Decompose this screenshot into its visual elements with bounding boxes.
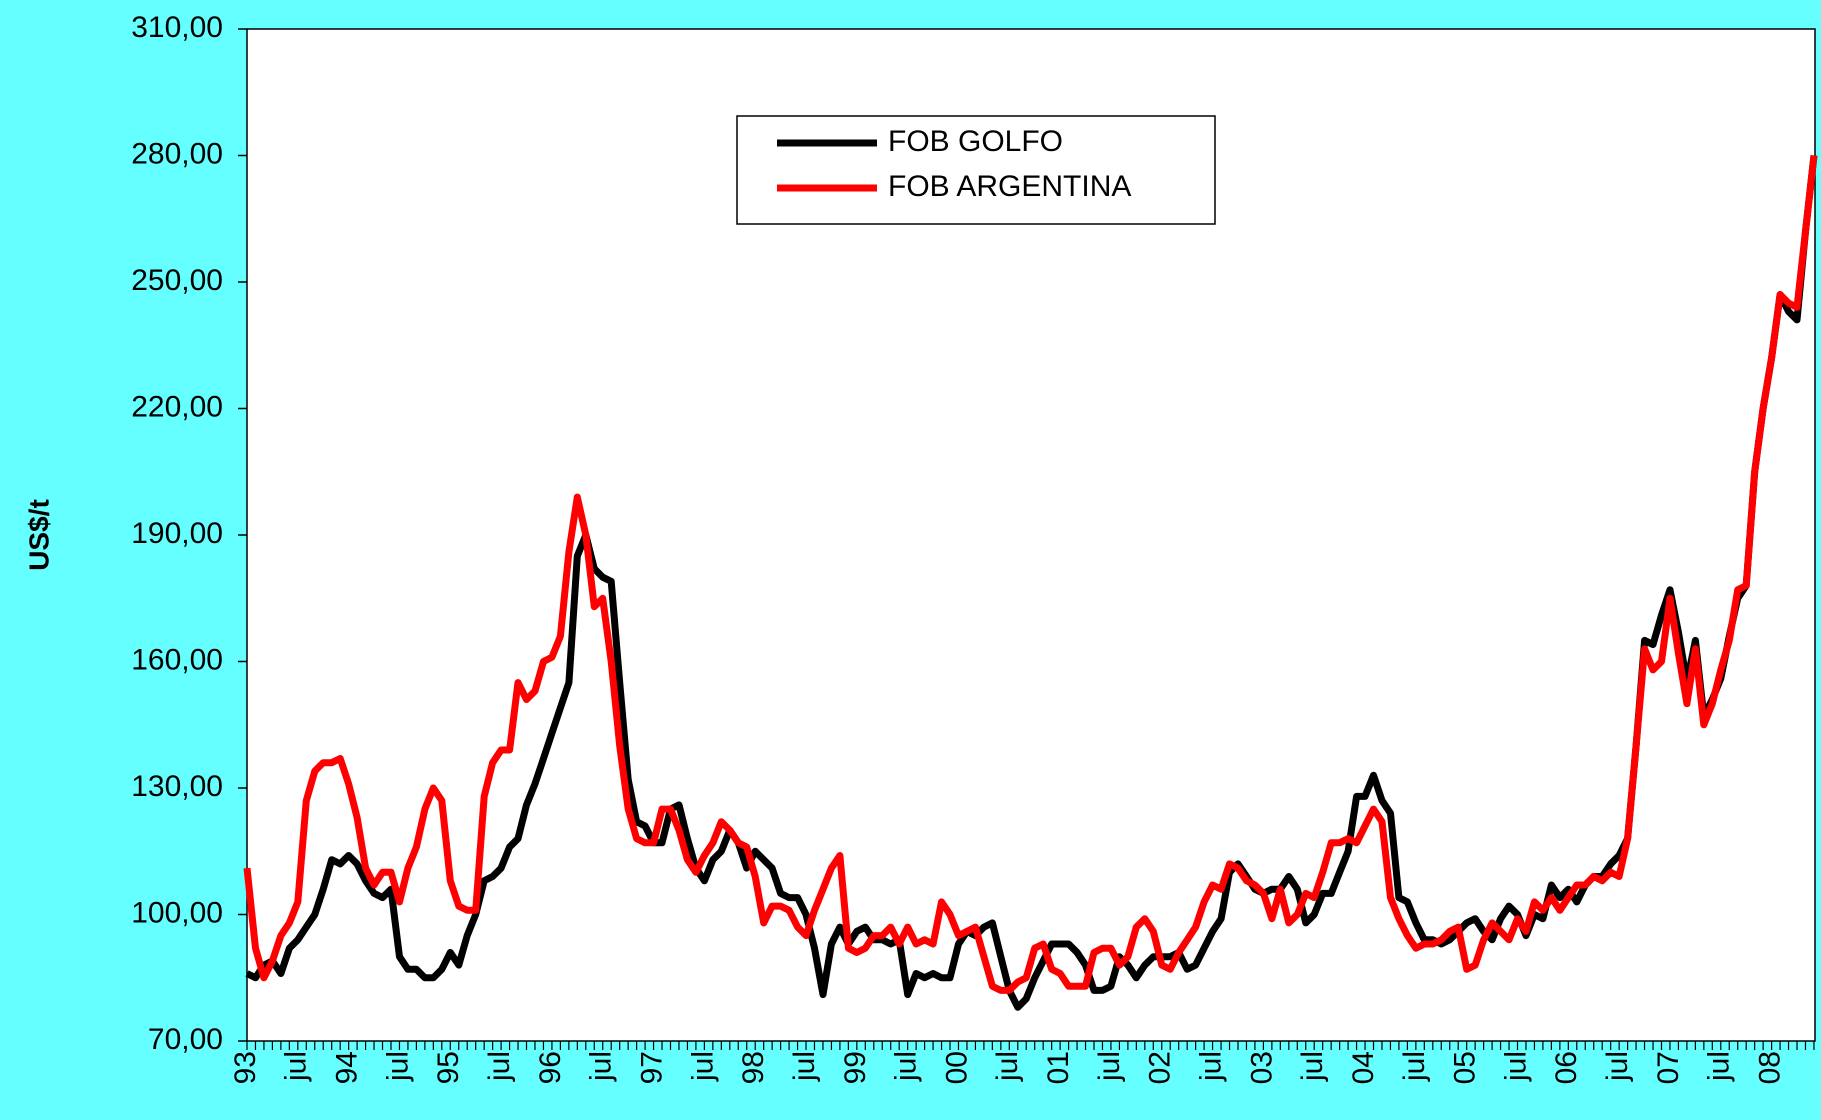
x-tick-label: 02	[1144, 1051, 1177, 1084]
x-tick-label: jul	[1398, 1051, 1431, 1082]
series-line	[245, 155, 1818, 1011]
x-tick-label: jul	[1093, 1051, 1126, 1082]
x-tick-label: 97	[635, 1051, 668, 1084]
legend-box	[736, 115, 1216, 225]
x-tick-label: jul	[991, 1051, 1024, 1082]
y-tick-label: 100,00	[131, 896, 223, 929]
x-tick-label: jul	[890, 1051, 923, 1082]
x-tick-label: jul	[1195, 1051, 1228, 1082]
x-tick-label: 07	[1652, 1051, 1685, 1084]
x-tick-label: jul	[381, 1051, 414, 1082]
y-tick-label: 220,00	[131, 390, 223, 423]
x-tick-label: 96	[534, 1051, 567, 1084]
x-tick-label: jul	[585, 1051, 618, 1082]
x-tick-label: jul	[788, 1051, 821, 1082]
x-tick-label: 04	[1347, 1051, 1380, 1084]
series-line	[243, 155, 1818, 994]
y-tick-label: 250,00	[131, 264, 223, 297]
x-tick-label: jul	[1499, 1051, 1532, 1082]
x-tick-label: jul	[1296, 1051, 1329, 1082]
y-tick-label: 280,00	[131, 137, 223, 170]
x-tick-label: jul	[483, 1051, 516, 1082]
x-tick-label: 03	[1245, 1051, 1278, 1084]
x-tick-label: jul	[280, 1051, 313, 1082]
y-axis-label: US$/t	[23, 499, 54, 571]
x-tick-label: jul	[686, 1051, 719, 1082]
y-tick-label: 130,00	[131, 770, 223, 803]
y-tick-label: 160,00	[131, 643, 223, 676]
x-tick-label: 00	[940, 1051, 973, 1084]
x-tick-label: 94	[331, 1051, 364, 1084]
y-tick-label: 310,00	[131, 11, 223, 44]
legend-label: FOB GOLFO	[888, 125, 1063, 158]
x-tick-label: 95	[432, 1051, 465, 1084]
y-tick-label: 70,00	[148, 1023, 223, 1056]
x-tick-label: 01	[1042, 1051, 1075, 1084]
legend-label: FOB ARGENTINA	[888, 170, 1131, 203]
x-tick-label: 05	[1449, 1051, 1482, 1084]
legend: FOB GOLFO FOB ARGENTINA	[736, 115, 1216, 225]
x-tick-label: 06	[1550, 1051, 1583, 1084]
x-tick-label: 99	[839, 1051, 872, 1084]
x-tick-label: 98	[737, 1051, 770, 1084]
x-tick-label: 93	[229, 1051, 262, 1084]
x-tick-label: 08	[1754, 1051, 1787, 1084]
y-tick-label: 190,00	[131, 517, 223, 550]
x-tick-label: jul	[1601, 1051, 1634, 1082]
x-tick-label: jul	[1703, 1051, 1736, 1082]
